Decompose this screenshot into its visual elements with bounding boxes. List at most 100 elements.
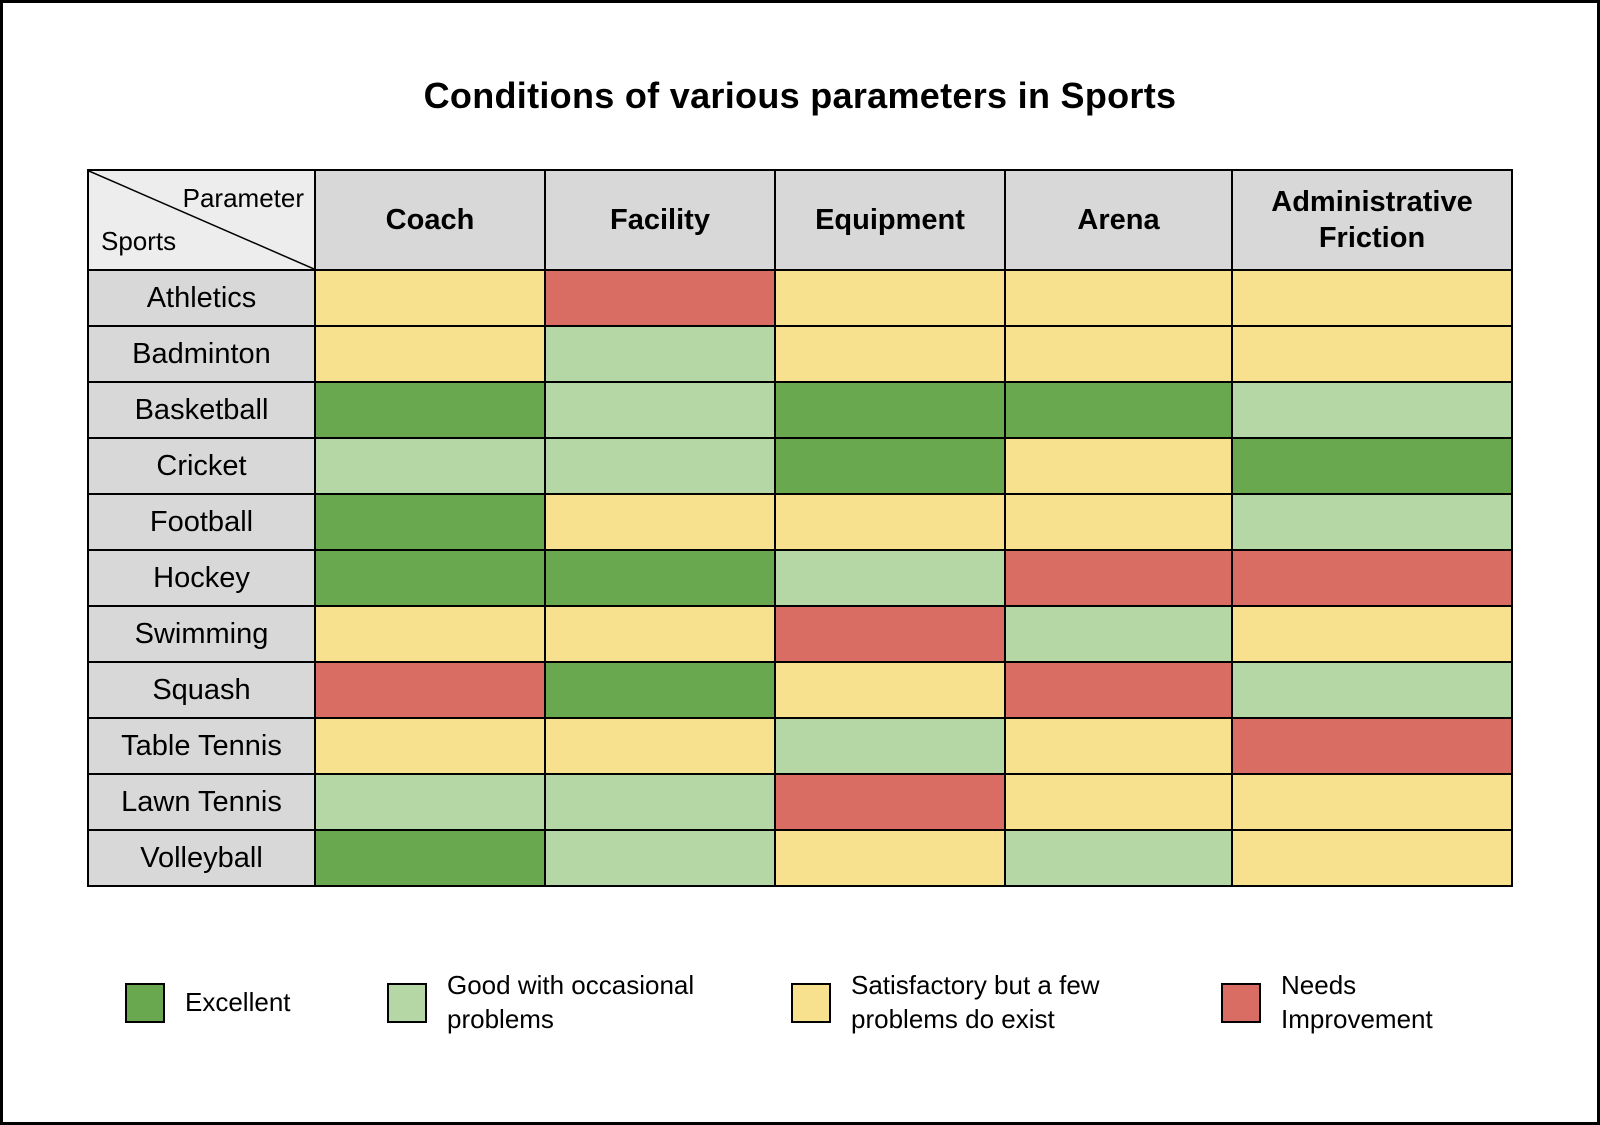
status-cell-satisfactory [314,325,546,383]
status-cell-excellent [774,381,1006,439]
sport-label: Squash [87,661,316,719]
status-cell-good [544,773,776,831]
status-cell-good [314,773,546,831]
status-cell-needs-improvement [1231,549,1513,607]
status-cell-good [1004,605,1233,663]
legend-item-satisfactory: Satisfactory but a few problems do exist [791,969,1221,1037]
column-header-facility: Facility [544,169,776,271]
status-cell-good [1231,661,1513,719]
sport-label: Athletics [87,269,316,327]
column-header-arena: Arena [1004,169,1233,271]
status-cell-needs-improvement [1004,549,1233,607]
table-body: Athletics Badminton Basketball Cricket Footb… [87,269,1513,887]
legend-label: Excellent [185,986,291,1017]
corner-label-sports: Sports [101,226,177,256]
status-cell-satisfactory [544,493,776,551]
legend-item-good: Good with occasional problems [387,969,791,1037]
status-cell-good [1231,493,1513,551]
status-cell-excellent [544,661,776,719]
status-cell-satisfactory [544,717,776,775]
sport-label: Table Tennis [87,717,316,775]
status-cell-excellent [1004,381,1233,439]
column-header-coach: Coach [314,169,546,271]
sport-label: Volleyball [87,829,316,887]
sport-label: Football [87,493,316,551]
status-cell-needs-improvement [774,605,1006,663]
status-cell-satisfactory [1231,773,1513,831]
status-cell-good [1231,381,1513,439]
status-cell-excellent [314,493,546,551]
status-cell-satisfactory [774,661,1006,719]
header-row: Parameter Sports Coach Facility Equipment A… [87,169,1513,271]
legend: Excellent Good with occasional problems Sa… [125,969,1597,1037]
status-cell-needs-improvement [774,773,1006,831]
status-cell-needs-improvement [1004,661,1233,719]
legend-label: Needs Improvement [1281,970,1433,1034]
status-cell-satisfactory [1231,325,1513,383]
status-cell-good [544,381,776,439]
status-cell-excellent [774,437,1006,495]
table-row-cricket: Cricket [87,437,1513,495]
status-cell-satisfactory [774,325,1006,383]
status-cell-satisfactory [774,829,1006,887]
table-row-badminton: Badminton [87,325,1513,383]
corner-header-cell: Parameter Sports [87,169,316,271]
status-cell-satisfactory [1004,325,1233,383]
sport-label: Hockey [87,549,316,607]
table-row-lawn-tennis: Lawn Tennis [87,773,1513,831]
status-cell-excellent [314,829,546,887]
table-row-volleyball: Volleyball [87,829,1513,887]
legend-label: Satisfactory but a few problems do exist [851,970,1100,1034]
legend-item-excellent: Excellent [125,982,387,1023]
corner-label-parameter: Parameter [182,183,304,213]
legend-item-needs-improvement: Needs Improvement [1221,969,1466,1037]
status-cell-satisfactory [314,605,546,663]
status-cell-satisfactory [314,717,546,775]
status-cell-satisfactory [1004,437,1233,495]
status-cell-needs-improvement [544,269,776,327]
status-cell-satisfactory [774,269,1006,327]
legend-swatch-excellent [125,982,165,1023]
page-title: Conditions of various parameters in Spor… [423,75,1177,116]
diagonal-divider [89,171,314,269]
status-cell-satisfactory [774,493,1006,551]
status-cell-needs-improvement [1231,717,1513,775]
status-cell-satisfactory [1004,717,1233,775]
status-cell-satisfactory [1231,605,1513,663]
status-cell-satisfactory [314,269,546,327]
status-cell-excellent [314,381,546,439]
legend-swatch-needs-improvement [1221,982,1261,1023]
status-cell-good [544,829,776,887]
table-row-hockey: Hockey [87,549,1513,607]
status-cell-needs-improvement [314,661,546,719]
sport-label: Basketball [87,381,316,439]
status-cell-good [544,325,776,383]
status-cell-good [1004,829,1233,887]
status-cell-satisfactory [1004,269,1233,327]
status-cell-satisfactory [1231,829,1513,887]
status-cell-good [774,549,1006,607]
sport-label: Lawn Tennis [87,773,316,831]
status-cell-good [774,717,1006,775]
table-row-football: Football [87,493,1513,551]
sport-label: Swimming [87,605,316,663]
table-row-table-tennis: Table Tennis [87,717,1513,775]
table-row-basketball: Basketball [87,381,1513,439]
table-row-squash: Squash [87,661,1513,719]
column-header-equipment: Equipment [774,169,1006,271]
status-cell-good [314,437,546,495]
legend-label: Good with occasional problems [447,970,695,1034]
status-cell-satisfactory [1004,773,1233,831]
status-cell-excellent [314,549,546,607]
sport-label: Badminton [87,325,316,383]
legend-swatch-satisfactory [791,982,831,1023]
table-row-athletics: Athletics [87,269,1513,327]
legend-swatch-good [387,982,427,1023]
status-cell-satisfactory [1231,269,1513,327]
conditions-table: Parameter Sports Coach Facility Equipment A… [87,169,1513,887]
column-header-administrative-friction: Administrative Friction [1231,169,1513,271]
status-cell-excellent [544,549,776,607]
status-cell-excellent [1231,437,1513,495]
table-row-swimming: Swimming [87,605,1513,663]
